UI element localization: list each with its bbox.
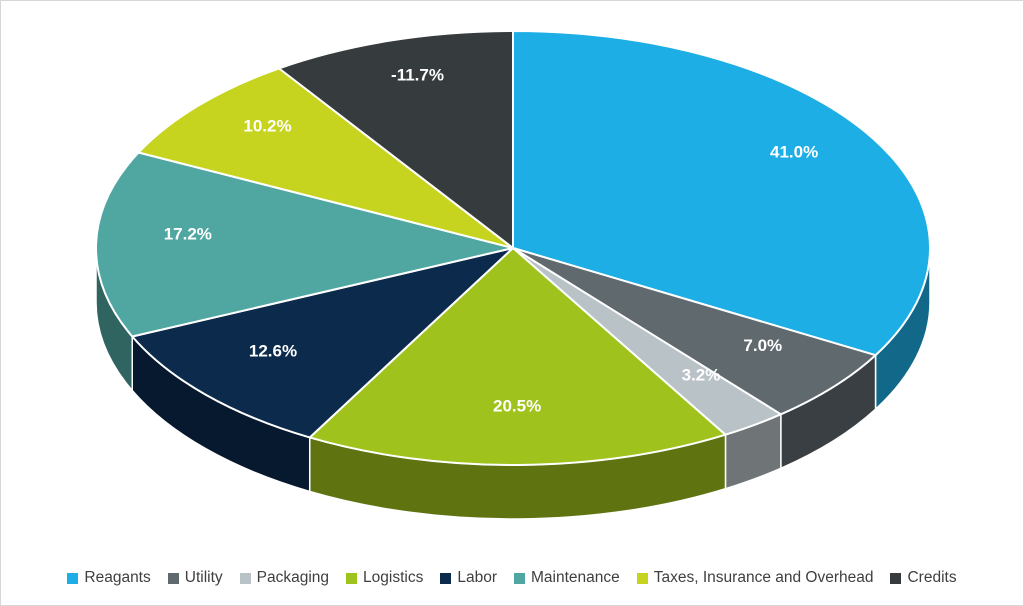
legend-label-taxes-insurance-and-overhead: Taxes, Insurance and Overhead	[653, 569, 874, 586]
legend-swatch-credits	[890, 572, 902, 584]
legend-label-reagants: Reagants	[84, 569, 151, 586]
slice-label: 12.6%	[249, 342, 297, 361]
legend-item-reagants[interactable]: Reagants	[67, 569, 151, 587]
pie-slice-labor[interactable]	[131, 247, 514, 439]
legend-item-packaging[interactable]: Packaging	[239, 569, 330, 587]
legend-swatch-labor	[440, 572, 452, 584]
legend-item-logistics[interactable]: Logistics	[346, 569, 423, 587]
legend-swatch-logistics	[346, 572, 358, 584]
slice-label: -11.7%	[391, 66, 444, 85]
legend-item-taxes-insurance-and-overhead[interactable]: Taxes, Insurance and Overhead	[636, 569, 874, 587]
slice-label: 41.0%	[770, 142, 818, 161]
legend-swatch-reagants	[67, 572, 79, 584]
pie-slice-maintenance[interactable]	[95, 151, 514, 338]
legend-label-credits: Credits	[907, 569, 957, 586]
legend-item-utility[interactable]: Utility	[167, 569, 223, 587]
legend-label-utility: Utility	[184, 569, 223, 586]
slice-label: 10.2%	[243, 116, 291, 135]
legend-item-maintenance[interactable]: Maintenance	[514, 569, 620, 587]
slice-label: 7.0%	[743, 336, 782, 355]
slice-label: 20.5%	[493, 397, 541, 416]
pie-slice-taxes-insurance-and-overhead[interactable]	[137, 67, 514, 249]
legend-label-maintenance: Maintenance	[531, 569, 620, 586]
legend-swatch-packaging	[239, 572, 251, 584]
pie-slice-logistics[interactable]	[308, 247, 727, 466]
legend-swatch-utility	[167, 572, 179, 584]
chart-legend: Reagants Utility Packaging Logistics Lab…	[1, 569, 1023, 587]
legend-label-labor: Labor	[457, 569, 497, 586]
slice-label: 17.2%	[164, 224, 212, 243]
pie-slice-reagants[interactable]	[512, 30, 931, 357]
legend-label-packaging: Packaging	[256, 569, 330, 586]
legend-item-credits[interactable]: Credits	[890, 569, 957, 587]
legend-label-logistics: Logistics	[363, 569, 424, 586]
legend-swatch-taxes-insurance-and-overhead	[636, 572, 648, 584]
legend-item-labor[interactable]: Labor	[440, 569, 497, 587]
pie-slice-utility[interactable]	[512, 247, 877, 416]
legend-swatch-maintenance	[514, 572, 525, 584]
pie-slice-credits[interactable]	[278, 30, 514, 249]
slice-label: 3.2%	[682, 366, 721, 385]
